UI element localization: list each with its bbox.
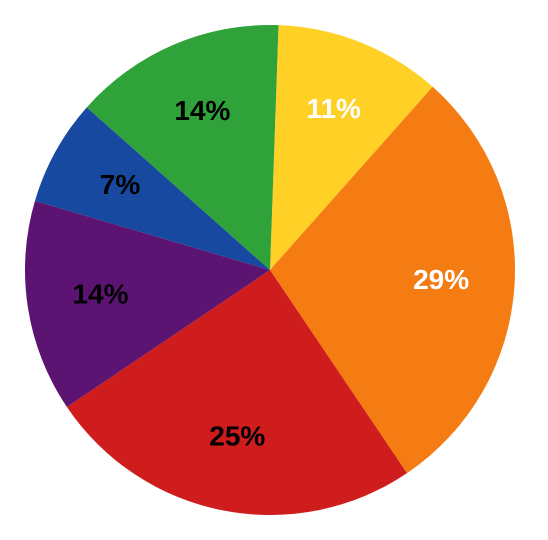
pie-svg: 11% 29% 25% 14% 7% 14% [0, 0, 548, 540]
pie-slice-label: 7% [100, 169, 141, 200]
pie-slice-label: 25% [209, 421, 265, 452]
pie-slice-label: 14% [72, 279, 128, 310]
pie-slice-label: 29% [413, 264, 469, 295]
pie-chart: 11% 29% 25% 14% 7% 14% [0, 0, 548, 540]
pie-slice-label: 14% [174, 95, 230, 126]
pie-slice-label: 11% [306, 93, 361, 124]
